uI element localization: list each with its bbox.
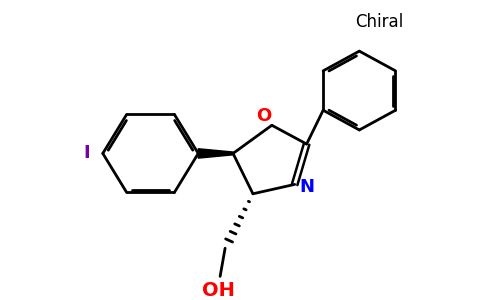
Text: O: O: [256, 107, 272, 125]
Text: I: I: [84, 144, 90, 162]
Text: Chiral: Chiral: [355, 13, 403, 31]
Polygon shape: [198, 149, 233, 158]
Text: N: N: [299, 178, 314, 196]
Text: OH: OH: [202, 281, 235, 300]
